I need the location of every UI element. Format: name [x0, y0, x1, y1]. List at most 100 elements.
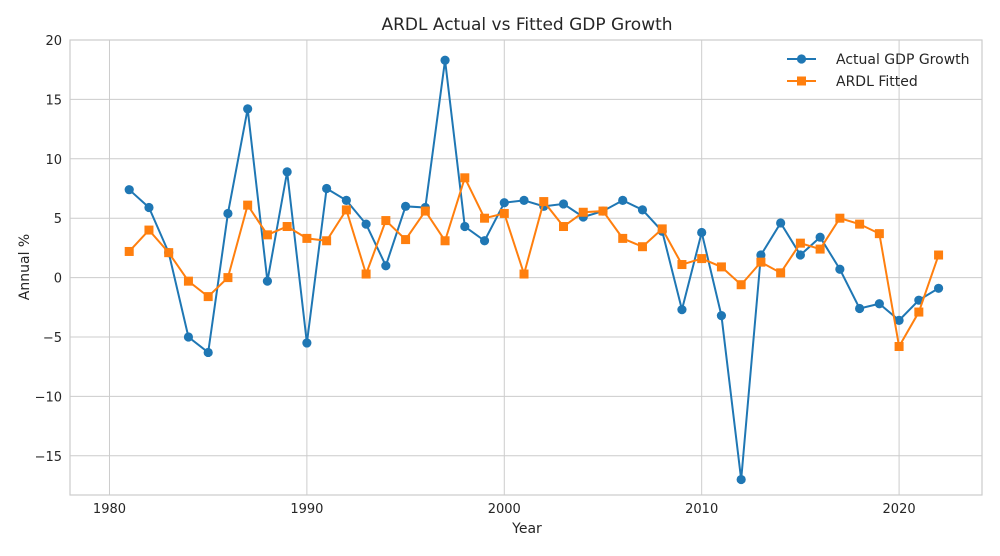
data-point-actual-gdp-growth — [144, 202, 154, 213]
data-point-actual-gdp-growth — [203, 347, 213, 358]
data-point-actual-gdp-growth — [440, 55, 450, 65]
data-point-actual-gdp-growth — [381, 261, 391, 271]
data-point-ardl-fitted — [341, 205, 351, 215]
data-point-actual-gdp-growth — [499, 198, 509, 208]
data-point-ardl-fitted — [539, 197, 549, 207]
data-point-ardl-fitted — [302, 233, 312, 243]
data-point-ardl-fitted — [499, 208, 509, 218]
data-point-actual-gdp-growth — [618, 195, 628, 205]
x-tick-label: 1980 — [93, 502, 126, 517]
data-point-ardl-fitted — [243, 200, 253, 210]
data-point-actual-gdp-growth — [815, 232, 825, 242]
data-point-actual-gdp-growth — [243, 104, 253, 114]
data-point-actual-gdp-growth — [400, 201, 411, 211]
legend-label: Actual GDP Growth — [836, 52, 970, 68]
data-point-actual-gdp-growth — [736, 474, 746, 485]
data-point-ardl-fitted — [144, 225, 154, 235]
data-point-ardl-fitted — [460, 173, 470, 183]
data-point-ardl-fitted — [282, 222, 292, 232]
x-tick-label: 2000 — [488, 502, 521, 517]
data-point-ardl-fitted — [598, 206, 608, 216]
y-tick-label: −15 — [35, 450, 62, 465]
data-point-ardl-fitted — [164, 248, 174, 258]
y-axis-label: Annual % — [17, 234, 33, 300]
data-point-ardl-fitted — [578, 207, 588, 217]
data-point-ardl-fitted — [381, 216, 391, 226]
data-point-ardl-fitted — [203, 292, 213, 302]
series-ardl-fitted — [124, 173, 944, 352]
x-axis-label: Year — [511, 521, 542, 537]
data-point-ardl-fitted — [559, 222, 569, 232]
data-point-actual-gdp-growth — [894, 315, 904, 325]
data-point-actual-gdp-growth — [835, 264, 845, 274]
data-point-ardl-fitted — [420, 206, 430, 216]
data-point-ardl-fitted — [519, 269, 529, 279]
data-point-actual-gdp-growth — [795, 250, 805, 260]
y-tick-label: −10 — [35, 390, 62, 405]
y-tick-label: 0 — [54, 272, 62, 287]
data-point-ardl-fitted — [716, 262, 726, 272]
data-point-ardl-fitted — [361, 269, 371, 279]
data-point-ardl-fitted — [795, 238, 805, 248]
data-point-ardl-fitted — [874, 229, 884, 239]
data-point-actual-gdp-growth — [361, 219, 371, 229]
series-actual-gdp-growth — [124, 55, 944, 485]
data-point-ardl-fitted — [262, 230, 272, 240]
data-point-ardl-fitted — [618, 233, 628, 243]
data-point-ardl-fitted — [756, 257, 766, 267]
data-point-ardl-fitted — [440, 236, 450, 246]
series-line-actual-gdp-growth — [128, 60, 940, 480]
data-point-actual-gdp-growth — [302, 338, 312, 348]
data-point-actual-gdp-growth — [637, 205, 648, 215]
data-point-actual-gdp-growth — [223, 208, 233, 219]
y-tick-label: −5 — [43, 331, 62, 346]
data-point-ardl-fitted — [223, 273, 233, 283]
data-point-ardl-fitted — [776, 268, 786, 278]
data-point-actual-gdp-growth — [322, 183, 332, 194]
data-point-ardl-fitted — [914, 307, 924, 317]
data-point-actual-gdp-growth — [677, 305, 687, 315]
data-point-actual-gdp-growth — [341, 195, 351, 205]
y-tick-label: 15 — [45, 93, 62, 108]
data-point-ardl-fitted — [322, 236, 332, 246]
data-point-actual-gdp-growth — [519, 195, 529, 205]
data-point-actual-gdp-growth — [855, 303, 865, 314]
data-point-ardl-fitted — [894, 342, 904, 352]
data-point-actual-gdp-growth — [282, 167, 292, 177]
y-tick-label: 20 — [45, 34, 62, 49]
data-point-ardl-fitted — [480, 213, 490, 223]
data-point-ardl-fitted — [124, 246, 134, 256]
data-point-actual-gdp-growth — [558, 199, 569, 209]
legend-item-ardl-fitted: ARDL Fitted — [787, 74, 918, 90]
data-point-actual-gdp-growth — [716, 311, 727, 321]
data-point-actual-gdp-growth — [479, 236, 490, 246]
y-tick-label: 5 — [54, 212, 62, 227]
x-tick-label: 2010 — [685, 502, 718, 517]
data-point-actual-gdp-growth — [874, 299, 884, 309]
data-point-ardl-fitted — [657, 224, 667, 234]
chart-title: ARDL Actual vs Fitted GDP Growth — [381, 15, 672, 35]
data-point-ardl-fitted — [697, 254, 707, 264]
y-tick-label: 10 — [45, 153, 62, 168]
data-point-actual-gdp-growth — [460, 221, 470, 232]
legend-item-actual-gdp-growth: Actual GDP Growth — [787, 52, 970, 68]
legend: Actual GDP Growth ARDL Fitted — [787, 52, 970, 90]
data-point-ardl-fitted — [401, 235, 411, 245]
x-tick-label: 1990 — [290, 502, 323, 517]
legend-marker — [797, 76, 806, 86]
plot-frame — [69, 39, 983, 496]
data-point-ardl-fitted — [637, 242, 647, 252]
data-point-actual-gdp-growth — [124, 185, 134, 195]
data-point-actual-gdp-growth — [183, 332, 194, 342]
data-point-actual-gdp-growth — [776, 218, 786, 228]
data-point-actual-gdp-growth — [933, 283, 944, 293]
data-point-actual-gdp-growth — [697, 227, 707, 238]
data-point-actual-gdp-growth — [756, 250, 766, 260]
series-layer — [124, 55, 944, 485]
legend-label: ARDL Fitted — [836, 74, 918, 90]
data-point-ardl-fitted — [835, 213, 845, 223]
data-point-actual-gdp-growth — [262, 276, 273, 286]
legend-marker — [796, 54, 807, 64]
